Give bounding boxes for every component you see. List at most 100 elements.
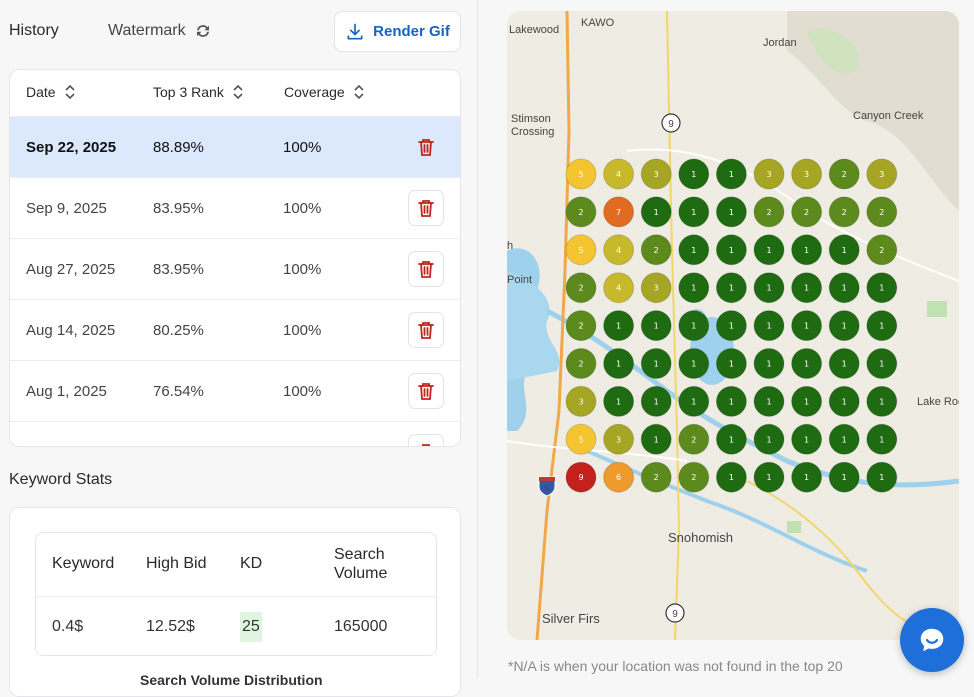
table-row[interactable]: Jul 19, 2025 79.01% 100% xyxy=(10,421,460,446)
rank-dot[interactable]: 1 xyxy=(866,385,898,417)
rank-dot[interactable]: 7 xyxy=(603,196,635,228)
rank-dot[interactable]: 5 xyxy=(565,234,597,266)
rank-dot[interactable]: 1 xyxy=(753,348,785,379)
rank-dot[interactable]: 3 xyxy=(640,272,672,304)
table-row[interactable]: Sep 22, 2025 88.89% 100% xyxy=(10,116,460,177)
delete-button[interactable] xyxy=(408,312,444,348)
rank-dot[interactable]: 3 xyxy=(791,158,823,190)
rank-dot[interactable]: 3 xyxy=(866,158,898,190)
rank-dot[interactable]: 2 xyxy=(678,461,710,493)
delete-button[interactable] xyxy=(408,434,444,446)
rank-dot[interactable]: 1 xyxy=(791,423,823,455)
refresh-icon[interactable] xyxy=(194,22,212,40)
rank-grid-map[interactable]: KAWO Lakewood Jordan Stimson Crossing Can… xyxy=(507,11,959,640)
rank-dot[interactable]: 3 xyxy=(640,158,672,190)
rank-dot[interactable]: 4 xyxy=(603,158,635,190)
rank-dot[interactable]: 1 xyxy=(866,348,898,379)
watermark-toggle[interactable]: Watermark xyxy=(108,22,212,40)
rank-dot[interactable]: 1 xyxy=(753,461,785,493)
rank-dot[interactable]: 1 xyxy=(715,158,747,190)
rank-dot[interactable]: 1 xyxy=(866,461,898,493)
rank-dot[interactable]: 1 xyxy=(828,310,860,342)
rank-dot[interactable]: 1 xyxy=(640,196,672,228)
rank-dot[interactable]: 1 xyxy=(866,272,898,304)
rank-dot[interactable]: 1 xyxy=(678,196,710,228)
rank-dot[interactable]: 1 xyxy=(753,423,785,455)
rank-dot[interactable]: 1 xyxy=(678,348,710,379)
rank-dot[interactable]: 1 xyxy=(640,423,672,455)
rank-dot[interactable]: 1 xyxy=(640,310,672,342)
rank-dot[interactable]: 2 xyxy=(828,196,860,228)
rank-dot[interactable]: 1 xyxy=(791,272,823,304)
rank-dot[interactable]: 1 xyxy=(753,234,785,266)
rank-dot[interactable]: 6 xyxy=(603,461,635,493)
rank-dot[interactable]: 1 xyxy=(753,385,785,417)
rank-dot[interactable]: 1 xyxy=(791,461,823,493)
rank-dot[interactable]: 1 xyxy=(866,310,898,342)
sort-date-header[interactable]: Date xyxy=(26,84,76,100)
rank-dot[interactable]: 1 xyxy=(715,196,747,228)
rank-dot[interactable]: 1 xyxy=(603,348,635,379)
rank-dot[interactable]: 1 xyxy=(791,385,823,417)
render-gif-button[interactable]: Render Gif xyxy=(334,11,461,52)
rank-dot[interactable]: 1 xyxy=(715,423,747,455)
rank-dot[interactable]: 3 xyxy=(753,158,785,190)
rank-dot[interactable]: 1 xyxy=(791,234,823,266)
rank-dot[interactable]: 2 xyxy=(565,310,597,342)
rank-dot[interactable]: 1 xyxy=(828,234,860,266)
table-row[interactable]: Aug 1, 2025 76.54% 100% xyxy=(10,360,460,421)
rank-dot[interactable]: 4 xyxy=(603,234,635,266)
rank-dot[interactable]: 1 xyxy=(715,272,747,304)
rank-dot[interactable]: 3 xyxy=(565,385,597,417)
delete-button[interactable] xyxy=(408,373,444,409)
rank-dot[interactable]: 1 xyxy=(866,423,898,455)
rank-dot[interactable]: 2 xyxy=(753,196,785,228)
rank-dot[interactable]: 3 xyxy=(603,423,635,455)
rank-dot[interactable]: 1 xyxy=(678,234,710,266)
rank-dot[interactable]: 1 xyxy=(678,158,710,190)
table-row[interactable]: Sep 9, 2025 83.95% 100% xyxy=(10,177,460,238)
delete-button[interactable] xyxy=(408,251,444,287)
rank-dot[interactable]: 1 xyxy=(715,310,747,342)
rank-dot[interactable]: 5 xyxy=(565,158,597,190)
rank-dot[interactable]: 1 xyxy=(828,423,860,455)
rank-dot[interactable]: 5 xyxy=(565,423,597,455)
rank-dot[interactable]: 1 xyxy=(715,348,747,379)
rank-dot[interactable]: 1 xyxy=(791,348,823,379)
rank-dot[interactable]: 2 xyxy=(565,348,597,379)
rank-dot[interactable]: 1 xyxy=(828,348,860,379)
rank-dot[interactable]: 2 xyxy=(828,158,860,190)
rank-dot[interactable]: 1 xyxy=(603,310,635,342)
rank-dot[interactable]: 2 xyxy=(678,423,710,455)
rank-dot[interactable]: 2 xyxy=(640,461,672,493)
rank-dot[interactable]: 1 xyxy=(715,461,747,493)
rank-dot[interactable]: 1 xyxy=(603,385,635,417)
rank-dot[interactable]: 1 xyxy=(678,310,710,342)
delete-button[interactable] xyxy=(408,190,444,226)
rank-dot[interactable]: 1 xyxy=(828,461,860,493)
rank-dot[interactable]: 1 xyxy=(640,385,672,417)
rank-dot[interactable]: 2 xyxy=(640,234,672,266)
table-row[interactable]: Aug 14, 2025 80.25% 100% xyxy=(10,299,460,360)
rank-dot[interactable]: 2 xyxy=(866,196,898,228)
rank-dot[interactable]: 1 xyxy=(753,272,785,304)
rank-dot[interactable]: 1 xyxy=(753,310,785,342)
rank-dot[interactable]: 1 xyxy=(791,310,823,342)
rank-dot[interactable]: 4 xyxy=(603,272,635,304)
rank-dot[interactable]: 1 xyxy=(715,385,747,417)
rank-dot[interactable]: 1 xyxy=(678,272,710,304)
rank-dot[interactable]: 9 xyxy=(565,461,597,493)
rank-dot[interactable]: 2 xyxy=(565,196,597,228)
chat-button[interactable] xyxy=(900,608,964,672)
rank-dot[interactable]: 1 xyxy=(715,234,747,266)
sort-rank-header[interactable]: Top 3 Rank xyxy=(153,84,244,100)
rank-dot[interactable]: 1 xyxy=(678,385,710,417)
rank-dot[interactable]: 1 xyxy=(828,272,860,304)
rank-dot[interactable]: 1 xyxy=(828,385,860,417)
rank-dot[interactable]: 1 xyxy=(640,348,672,379)
table-row[interactable]: Aug 27, 2025 83.95% 100% xyxy=(10,238,460,299)
rank-dot[interactable]: 2 xyxy=(565,272,597,304)
delete-button[interactable] xyxy=(408,129,444,165)
rank-dot[interactable]: 2 xyxy=(866,234,898,266)
rank-dot[interactable]: 2 xyxy=(791,196,823,228)
